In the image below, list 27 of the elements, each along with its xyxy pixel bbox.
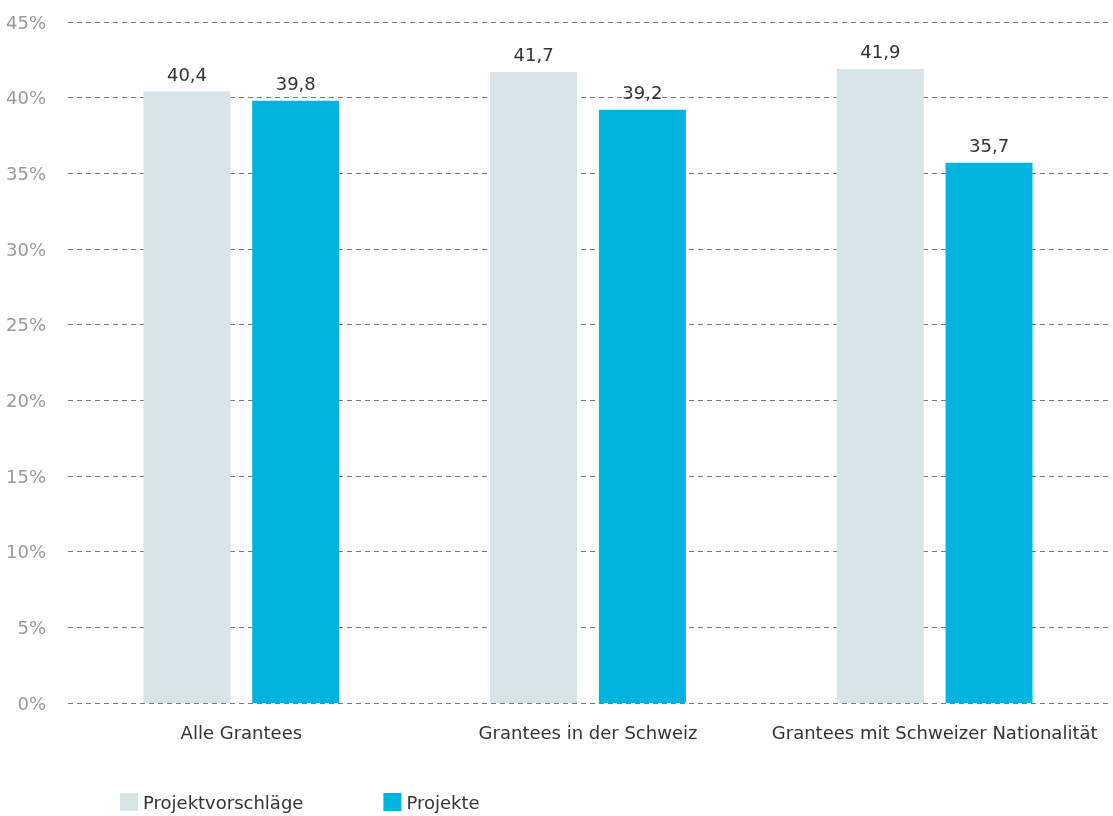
y-tick-label: 0%	[17, 692, 46, 714]
data-label: 35,7	[969, 135, 1010, 157]
legend-label: Projektvorschläge	[143, 791, 304, 813]
data-label: 41,7	[513, 44, 554, 66]
bar	[836, 68, 924, 703]
data-label: 39,8	[275, 73, 316, 95]
y-tick-label: 20%	[5, 389, 46, 411]
x-tick-label: Alle Grantees	[180, 721, 303, 743]
bar	[490, 71, 578, 703]
x-tick-label: Grantees in der Schweiz	[478, 721, 698, 743]
legend-label: Projekte	[406, 791, 480, 813]
bar	[945, 162, 1033, 703]
y-tick-label: 35%	[5, 162, 46, 184]
y-tick-label: 15%	[5, 465, 46, 487]
y-tick-label: 30%	[5, 238, 46, 260]
y-tick-label: 10%	[5, 541, 46, 563]
y-tick-label: 5%	[17, 616, 46, 638]
bar	[143, 91, 231, 703]
bar	[252, 100, 340, 703]
data-label: 39,2	[622, 82, 663, 104]
y-tick-label: 45%	[5, 11, 46, 33]
bar	[598, 109, 686, 703]
y-tick-label: 25%	[5, 314, 46, 336]
data-label: 40,4	[166, 64, 207, 86]
data-label: 41,9	[860, 41, 901, 63]
y-tick-label: 40%	[5, 87, 46, 109]
x-tick-label: Grantees mit Schweizer Nationalität	[771, 721, 1098, 743]
